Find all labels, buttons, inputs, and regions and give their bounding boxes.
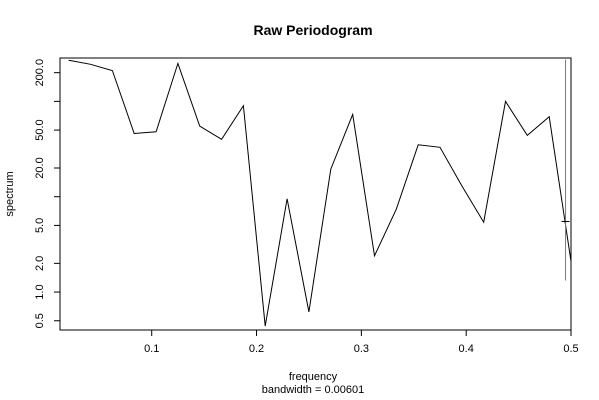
x-tick-label: 0.4 [459,343,474,355]
y-tick-label: 50.0 [34,119,46,140]
x-tick-label: 0.3 [354,343,369,355]
y-tick-label: 200.0 [34,59,46,87]
confidence-bar [561,59,570,281]
y-tick-label: 1.0 [34,284,46,299]
series-layer [68,59,572,327]
y-axis: 0.5 1.0 2.0 5.0 20.0 50.0 200.0 [34,59,60,328]
x-tick-label: 0.1 [144,343,159,355]
y-tick-label: 20.0 [34,157,46,178]
series-line [68,59,572,327]
x-axis-label: frequency [289,371,338,383]
y-tick-label: 5.0 [34,218,46,233]
y-tick-label: 0.5 [34,313,46,328]
plot-frame [59,57,572,331]
y-tick-label: 2.0 [34,256,46,271]
x-tick-label: 0.2 [249,343,264,355]
y-axis-label: spectrum [4,171,16,216]
x-axis: 0.1 0.2 0.3 0.4 0.5 [144,330,579,355]
chart-title: Raw Periodogram [253,22,372,38]
x-tick-label: 0.5 [563,343,578,355]
bandwidth-label: bandwidth = 0.00601 [262,384,364,396]
